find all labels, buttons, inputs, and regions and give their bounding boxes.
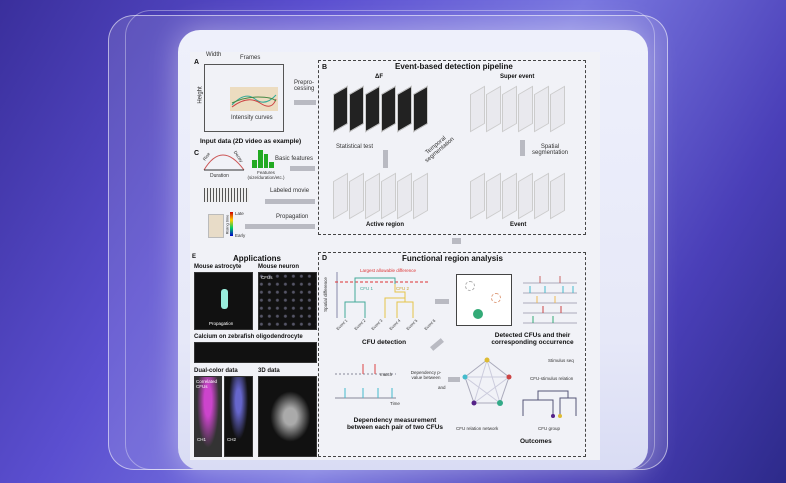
mouse-astrocyte-image: Propagation	[194, 272, 253, 330]
arrow-right-icon	[294, 100, 316, 105]
labeled-movie-stack	[204, 188, 249, 202]
3d-data-label: 3D data	[258, 368, 280, 374]
propagation-label: Propagation	[209, 321, 234, 326]
stimulus-seq-label: Stimulus seq	[548, 358, 574, 363]
preprocessing-label: Prepro- cessing	[294, 80, 315, 92]
cfu-group-label: CFU group	[538, 426, 561, 431]
spatial-segmentation-label: Spatial segmentation	[531, 144, 569, 156]
height-label: Height	[197, 86, 204, 104]
ch2-image: CH2	[224, 376, 253, 457]
width-label: Width	[206, 52, 222, 58]
event-label: Event	[510, 222, 527, 228]
cfu-detection-label: CFU detection	[362, 339, 407, 346]
panel-d-letter: D	[322, 255, 328, 262]
basic-features-label: Basic features	[275, 156, 314, 162]
rising-time-label: Rising time	[224, 214, 230, 235]
super-event-label: Super event	[500, 74, 535, 80]
mouse-neuron-label: Mouse neuron	[258, 264, 300, 270]
cfu-stimulus-label: CFU-stimulus relation	[530, 376, 574, 381]
input-data-caption: Input data (2D video as example)	[200, 138, 302, 145]
largest-difference-label: Largest allowable difference	[360, 268, 416, 273]
aqua-figure: A Intensity curves Frames Width Height I…	[190, 52, 600, 460]
arrow-left-icon	[290, 166, 315, 171]
panel-b-title: Event-based detection pipeline	[395, 62, 513, 71]
labeled-movie-label: Labeled movie	[270, 188, 310, 194]
arrow-right-icon	[435, 299, 449, 304]
dependency-measurement-label: Dependency measurement between each pair…	[346, 417, 444, 431]
frames-label: Frames	[240, 55, 261, 61]
cfu1-label: CFU 1	[360, 286, 374, 291]
detected-cfus-map	[456, 274, 512, 326]
delta-f-label: ΔF	[375, 74, 383, 80]
spatial-difference-label: Spatial difference	[322, 277, 328, 312]
arrow-left-icon	[265, 199, 315, 204]
mouse-astrocyte-label: Mouse astrocyte	[194, 264, 242, 270]
cfu2-label: CFU 2	[396, 286, 410, 291]
outcomes-label: Outcomes	[520, 438, 552, 445]
panel-a-letter: A	[194, 59, 200, 66]
rise-decay-curve	[203, 154, 245, 171]
cfu-occurrence-raster	[523, 276, 577, 324]
dependency-pvalue-label: Dependency p-value between	[410, 370, 442, 380]
panel-d-title: Functional region analysis	[402, 254, 503, 263]
features-histogram	[252, 150, 274, 168]
cfus-label: CFUs	[261, 275, 273, 280]
panel-d-box	[318, 252, 586, 457]
intensity-curves-plot	[230, 87, 278, 111]
mouse-neuron-image: CFUs	[258, 272, 317, 330]
cfu-relation-network	[462, 357, 512, 406]
network-label: CFU relation network	[456, 426, 499, 431]
zebrafish-label: Calcium on zebrafish oligodendrocyte	[194, 334, 303, 340]
time-label: Time	[390, 401, 400, 406]
video-cube: Intensity curves	[204, 64, 284, 132]
panel-b-box	[318, 60, 586, 235]
features-label: Features (size/duration/etc.)	[247, 170, 285, 180]
correlated-cfus-label: Correlated CFUs	[196, 379, 218, 389]
propagation-label: Propagation	[276, 214, 309, 220]
ch1-image: Correlated CFUs CH1	[194, 376, 222, 457]
3d-data-image	[258, 376, 317, 457]
cfu-group-dendrogram	[522, 390, 577, 418]
panel-c-letter: C	[194, 150, 200, 157]
event-labels: Event 1 Event 2 Event 3 Event 4 Event 5 …	[335, 318, 436, 331]
arrow-down-icon	[452, 238, 461, 244]
and-label: and	[438, 385, 446, 390]
ch2-label: CH2	[227, 437, 237, 442]
early-label: Early	[235, 233, 246, 238]
dual-color-label: Dual-color data	[194, 368, 238, 374]
active-region-label: Active region	[366, 222, 405, 228]
detected-cfus-label: Detected CFUs and their corresponding oc…	[491, 332, 574, 346]
dependency-raster	[335, 364, 396, 399]
cfu-dendrogram	[335, 272, 430, 318]
late-label: Late	[235, 211, 244, 216]
statistical-test-label: Statistical test	[336, 144, 374, 150]
arrow-down-icon	[383, 150, 388, 168]
arrow-down-icon	[520, 140, 525, 156]
zebrafish-image	[194, 342, 317, 363]
arrow-right-icon	[448, 377, 460, 382]
panel-e-letter: E	[192, 254, 197, 260]
arrow-left-icon	[245, 224, 315, 229]
applications-title: Applications	[233, 254, 282, 263]
rising-time-colorbar	[230, 212, 233, 236]
panel-b-letter: B	[322, 64, 328, 71]
propagation-map	[208, 214, 224, 238]
match-label: match	[380, 372, 393, 377]
ch1-label: CH1	[197, 437, 207, 442]
duration-label: Duration	[210, 173, 229, 179]
intensity-curves-label: Intensity curves	[231, 115, 273, 121]
